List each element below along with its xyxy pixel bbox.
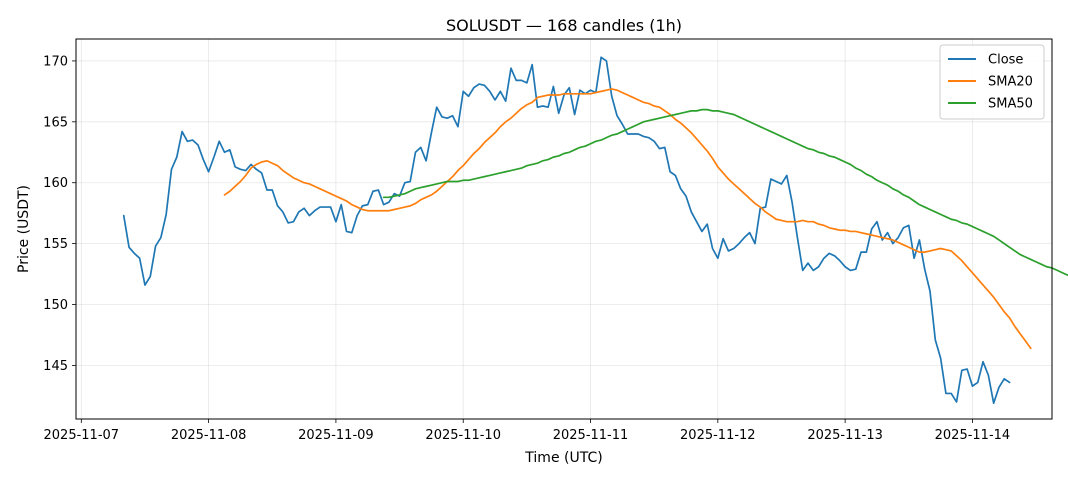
x-tick-label: 2025-11-11 bbox=[553, 428, 629, 443]
x-tick-label: 2025-11-12 bbox=[680, 428, 756, 443]
legend-label-sma50: SMA50 bbox=[988, 97, 1033, 112]
x-tick-label: 2025-11-08 bbox=[171, 428, 247, 443]
legend-box bbox=[939, 44, 1045, 120]
x-tick-label: 2025-11-14 bbox=[935, 428, 1011, 443]
y-tick-label: 170 bbox=[43, 54, 68, 69]
y-axis-label: Price (USDT) bbox=[16, 185, 32, 273]
legend-label-sma20: SMA20 bbox=[988, 75, 1033, 90]
x-tick-label: 2025-11-09 bbox=[298, 428, 374, 443]
y-tick-label: 165 bbox=[43, 115, 68, 130]
chart-title: SOLUSDT — 168 candles (1h) bbox=[446, 16, 682, 35]
series-line-sma50 bbox=[382, 108, 1068, 277]
legend-label-close: Close bbox=[988, 53, 1023, 68]
y-tick-label: 160 bbox=[43, 176, 68, 191]
x-axis-ticks: 2025-11-07 2025-11-08 2025-11-09 2025-11-10… bbox=[44, 419, 1011, 443]
y-axis-ticks: 145 150 155 160 165 170 bbox=[43, 54, 76, 374]
y-tick-label: 155 bbox=[43, 237, 68, 252]
x-tick-label: 2025-11-10 bbox=[425, 428, 501, 443]
plot-frame bbox=[75, 38, 1053, 420]
plot-area bbox=[122, 56, 1068, 405]
x-tick-label: 2025-11-07 bbox=[44, 428, 120, 443]
y-tick-label: 150 bbox=[43, 298, 68, 313]
x-tick-label: 2025-11-13 bbox=[807, 428, 883, 443]
y-tick-label: 145 bbox=[43, 359, 68, 374]
x-axis-label: Time (UTC) bbox=[524, 450, 602, 466]
series-line-sma20 bbox=[223, 88, 1032, 350]
legend: Close SMA20 SMA50 bbox=[939, 44, 1045, 120]
series-line-close bbox=[122, 56, 1011, 405]
